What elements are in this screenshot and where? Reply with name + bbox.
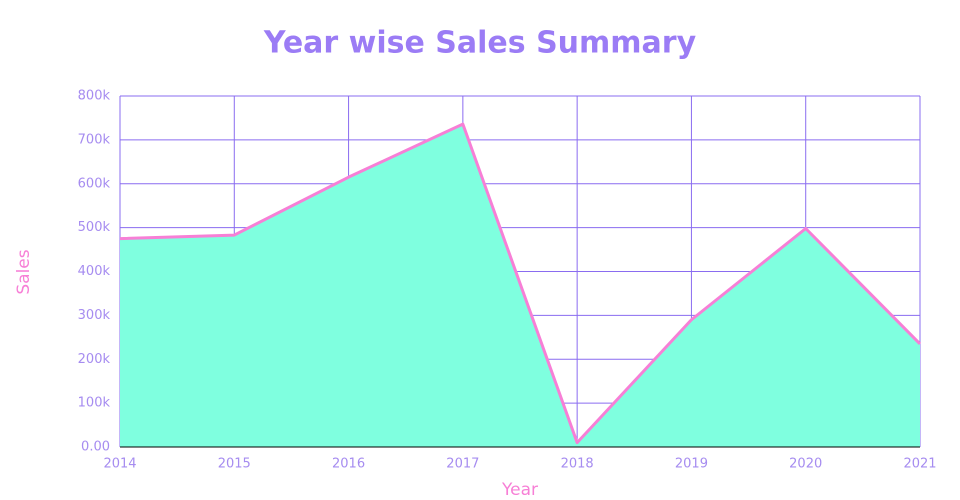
area-line [119,122,922,445]
y-tick-label: 300k [78,308,111,323]
y-tick-label: 600k [78,176,111,191]
y-tick-label: 500k [78,220,111,235]
x-tick-label: 2016 [332,457,365,472]
y-tick-label: 0.00 [81,440,110,455]
x-axis-label: Year [501,480,538,500]
x-tick-label: 2018 [561,457,594,472]
x-tick-label: 2017 [446,457,479,472]
x-tick-label: 2014 [103,457,136,472]
chart-title: Year wise Sales Summary [263,26,697,61]
y-tick-label: 700k [78,132,111,147]
x-tick-label: 2019 [675,457,708,472]
y-axis-label: Sales [14,249,34,294]
x-tick-label: 2021 [903,457,936,472]
x-tick-label: 2020 [789,457,822,472]
y-tick-label: 100k [78,396,111,411]
x-tick-label: 2015 [218,457,251,472]
y-tick-label: 400k [78,264,111,279]
y-tick-label: 800k [78,89,111,104]
y-tick-label: 200k [78,352,111,367]
